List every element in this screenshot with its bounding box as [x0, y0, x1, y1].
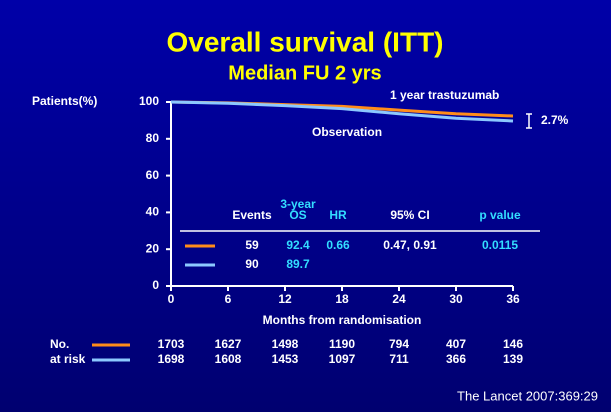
at-risk-count: 366: [446, 352, 466, 366]
table-cell: 59: [245, 238, 259, 252]
x-tick-label: 6: [225, 292, 232, 306]
y-tick-label: 80: [146, 131, 160, 145]
y-tick-label: 0: [152, 278, 159, 292]
at-risk-count: 1627: [215, 337, 242, 351]
at-risk-count: 407: [446, 337, 466, 351]
at-risk-count: 1608: [215, 352, 242, 366]
table-cell: 0.66: [326, 238, 350, 252]
table-cell: 0.47, 0.91: [383, 238, 437, 252]
x-tick-label: 0: [168, 292, 175, 306]
difference-label: 2.7%: [541, 113, 569, 127]
series-label: 1 year trastuzumab: [390, 88, 499, 102]
table-header: 3-year: [280, 197, 316, 211]
y-tick-label: 60: [146, 168, 160, 182]
at-risk-count: 1453: [272, 352, 299, 366]
citation: The Lancet 2007:369:29: [457, 388, 598, 403]
x-axis-label: Months from randomisation: [263, 313, 422, 327]
table-header: HR: [329, 208, 347, 222]
table-header: 95% CI: [390, 208, 429, 222]
at-risk-count: 794: [389, 337, 409, 351]
at-risk-count: 1097: [329, 352, 356, 366]
series-label: Observation: [312, 125, 382, 139]
x-tick-label: 30: [449, 292, 463, 306]
chart-title: Overall survival (ITT): [167, 26, 444, 57]
x-tick-label: 18: [335, 292, 349, 306]
at-risk-count: 1703: [158, 337, 185, 351]
at-risk-count: 146: [503, 337, 523, 351]
x-tick-label: 12: [278, 292, 292, 306]
table-cell: 90: [245, 257, 259, 271]
table-cell: 89.7: [286, 257, 310, 271]
at-risk-count: 1498: [272, 337, 299, 351]
x-tick-label: 36: [506, 292, 520, 306]
y-tick-label: 40: [146, 205, 160, 219]
difference-arrow: [526, 113, 532, 129]
at-risk-count: 711: [389, 352, 409, 366]
series-line: [170, 100, 514, 123]
at-risk-count: 139: [503, 352, 523, 366]
at-risk-label: at risk: [50, 352, 86, 366]
y-axis-label: Patients(%): [32, 94, 97, 108]
table-header: OS: [289, 208, 306, 222]
y-tick-label: 20: [146, 241, 160, 255]
y-tick-label: 100: [139, 94, 159, 108]
table-header: p value: [479, 208, 521, 222]
at-risk-count: 1698: [158, 352, 185, 366]
at-risk-count: 1190: [329, 337, 355, 351]
x-tick-label: 24: [392, 292, 406, 306]
chart-subtitle: Median FU 2 yrs: [228, 62, 381, 84]
table-cell: 92.4: [286, 238, 310, 252]
at-risk-label: No.: [50, 337, 69, 351]
table-header: Events: [232, 208, 272, 222]
table-cell: 0.0115: [482, 238, 518, 252]
